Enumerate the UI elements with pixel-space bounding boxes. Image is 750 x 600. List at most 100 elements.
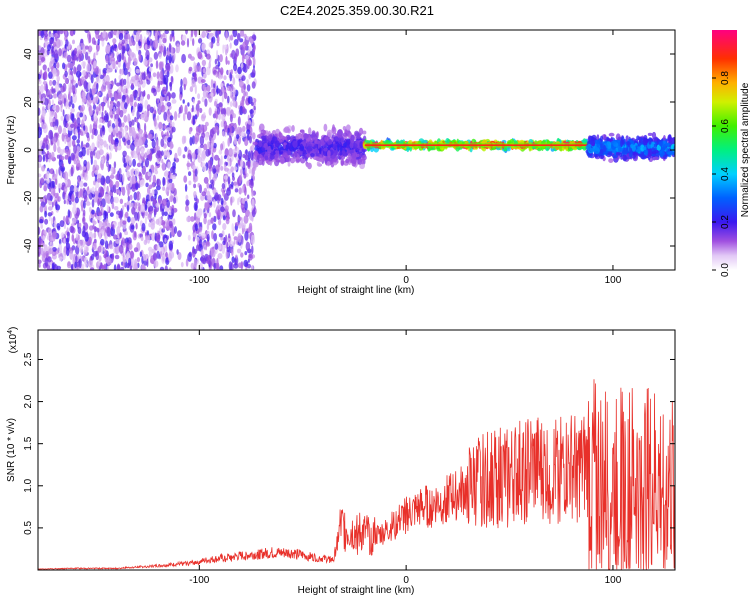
- spectrogram-speckle: [146, 104, 151, 111]
- spectrogram-speckle: [158, 241, 164, 248]
- spectrogram-speckle: [117, 94, 122, 100]
- spectrogram-speckle: [230, 196, 233, 206]
- spectrogram-speckle: [45, 153, 49, 163]
- spectrogram-speckle: [219, 54, 223, 63]
- spectrogram-speckle: [151, 189, 155, 196]
- spectrogram-speckle: [186, 111, 192, 121]
- spectrogram-speckle: [171, 121, 175, 127]
- spectrogram-speckle: [169, 82, 173, 87]
- spectrogram-speckle: [81, 255, 84, 261]
- spectrogram-speckle: [134, 168, 140, 177]
- spectrogram-line-blob: [662, 144, 667, 151]
- spectrogram-speckle: [210, 217, 214, 224]
- spectrogram-speckle: [199, 107, 203, 114]
- spectrogram-speckle: [182, 99, 185, 104]
- spectrogram-speckle: [128, 257, 132, 266]
- spectrogram-speckle: [38, 226, 41, 236]
- spectrogram-speckle: [154, 165, 158, 171]
- spectrogram-speckle: [40, 239, 43, 245]
- spectrogram-speckle: [119, 210, 123, 216]
- spectrogram-speckle: [89, 267, 95, 270]
- spectrogram-speckle: [130, 76, 136, 82]
- spectrogram-speckle: [248, 46, 252, 51]
- spectrogram-speckle: [252, 132, 256, 140]
- spectrogram-speckle: [156, 178, 161, 187]
- spectrogram-line-blob: [647, 132, 653, 136]
- spectrogram-speckle: [51, 99, 55, 106]
- spectrogram-line-blob: [664, 142, 671, 146]
- spectrogram-line-blob: [340, 136, 345, 143]
- spectrogram-speckle: [68, 62, 74, 69]
- spectrogram-speckle: [242, 106, 246, 114]
- spectrogram-speckle: [232, 77, 236, 86]
- spectrogram-x-tick-label: 100: [605, 275, 622, 286]
- spectrogram-line-blob: [651, 151, 656, 155]
- spectrogram-speckle: [40, 223, 43, 229]
- spectrogram-speckle: [71, 103, 75, 109]
- spectrogram-speckle: [186, 162, 192, 167]
- spectrogram-speckle: [91, 142, 95, 151]
- spectrogram-speckle: [193, 248, 198, 255]
- spectrogram-speckle: [126, 74, 130, 84]
- spectrogram-speckle: [93, 60, 97, 69]
- spectrogram-line-blob: [648, 137, 652, 145]
- spectrogram-speckle: [49, 241, 54, 249]
- spectrogram-speckle: [208, 107, 212, 116]
- spectrogram-speckle: [181, 135, 186, 145]
- spectrogram-speckle: [148, 222, 152, 228]
- spectrogram-speckle: [207, 160, 213, 169]
- spectrogram-speckle: [169, 115, 174, 121]
- spectrogram-speckle: [238, 174, 242, 184]
- spectrogram-speckle: [129, 251, 135, 259]
- spectrogram-speckle: [186, 37, 190, 48]
- spectrogram-speckle: [182, 34, 187, 42]
- spectrogram-speckle: [203, 213, 207, 219]
- spectrogram-speckle: [134, 231, 137, 238]
- spectrogram-speckle: [98, 231, 101, 240]
- spectrogram-speckle: [157, 98, 160, 104]
- spectrogram-speckle: [102, 31, 106, 39]
- spectrogram-speckle: [50, 33, 54, 38]
- spectrogram-speckle: [93, 180, 96, 186]
- spectrogram-speckle: [52, 180, 56, 189]
- spectrogram-speckle: [73, 30, 76, 35]
- spectrogram-speckle: [236, 134, 240, 139]
- spectrogram-speckle: [247, 96, 253, 104]
- spectrogram-speckle: [210, 182, 215, 190]
- spectrogram-speckle: [89, 88, 92, 98]
- spectrogram-speckle: [216, 106, 221, 115]
- spectrogram-speckle: [112, 38, 117, 44]
- spectrogram-speckle: [138, 131, 143, 139]
- spectrogram-speckle: [171, 99, 177, 104]
- spectrogram-speckle: [110, 102, 114, 110]
- spectrogram-speckle: [99, 68, 101, 77]
- spectrogram-speckle: [112, 128, 115, 136]
- spectrogram-speckle: [106, 143, 109, 150]
- spectrogram-speckle: [100, 238, 105, 246]
- spectrogram-line-blob: [261, 159, 265, 166]
- spectrogram-speckle: [80, 38, 84, 44]
- spectrogram-speckle: [213, 142, 217, 149]
- spectrogram-speckle: [54, 32, 59, 38]
- spectrogram-speckle: [204, 202, 207, 212]
- spectrogram-speckle: [206, 241, 211, 247]
- spectrogram-speckle: [177, 112, 181, 119]
- spectrogram-speckle: [108, 164, 111, 172]
- spectrogram-speckle: [225, 30, 228, 41]
- spectrogram-speckle: [187, 252, 193, 262]
- spectrogram-speckle: [170, 64, 174, 74]
- spectrogram-speckle: [102, 67, 108, 74]
- spectrogram-speckle: [44, 257, 49, 267]
- spectrogram-speckle: [174, 111, 178, 121]
- spectrogram-speckle: [94, 170, 99, 175]
- spectrogram-speckle: [193, 107, 197, 113]
- spectrogram-speckle: [250, 144, 255, 152]
- spectrogram-speckle: [147, 171, 152, 177]
- spectrogram-line-blob: [308, 127, 312, 135]
- spectrogram-line-blob: [287, 161, 291, 167]
- spectrogram-speckle: [43, 98, 49, 106]
- spectrogram-line-blob: [301, 149, 307, 155]
- spectrogram-speckle: [151, 87, 155, 94]
- spectrogram-speckle: [211, 248, 216, 258]
- spectrogram-speckle: [196, 210, 202, 219]
